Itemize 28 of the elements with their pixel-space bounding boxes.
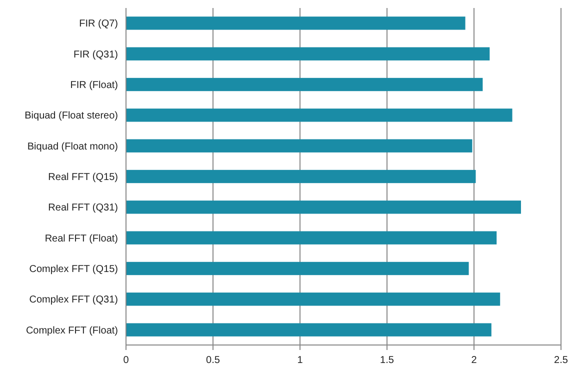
bar xyxy=(126,231,497,244)
bar xyxy=(126,47,490,60)
y-tick-label: Complex FFT (Float) xyxy=(26,325,118,336)
y-tick-label: Biquad (Float mono) xyxy=(27,141,118,152)
bar xyxy=(126,200,521,214)
x-tick-label: 0.5 xyxy=(206,355,220,366)
x-tick-label: 1 xyxy=(297,355,304,366)
y-tick-label: Biquad (Float stereo) xyxy=(24,110,118,122)
y-tick-label: Real FFT (Q15) xyxy=(48,172,118,183)
bar xyxy=(126,323,492,336)
x-tick-label: 1.5 xyxy=(380,355,394,366)
y-tick-label: FIR (Q7) xyxy=(79,18,118,30)
bar xyxy=(126,108,512,122)
bar xyxy=(126,292,500,306)
bar xyxy=(126,170,476,184)
y-tick-label: Real FFT (Float) xyxy=(44,233,118,244)
y-tick-label: FIR (Float) xyxy=(70,80,118,92)
x-tick-label: 2.5 xyxy=(554,355,568,366)
y-tick-label: Complex FFT (Q31) xyxy=(29,294,118,306)
y-tick-label: FIR (Q31) xyxy=(74,49,118,60)
bar xyxy=(126,262,469,276)
bar xyxy=(126,16,466,30)
y-tick-label: Real FFT (Q31) xyxy=(48,202,118,214)
y-tick-label: Complex FFT (Q15) xyxy=(29,264,118,275)
bar xyxy=(126,139,472,152)
x-tick-label: 2 xyxy=(471,355,478,366)
x-tick-label: 0 xyxy=(123,355,130,366)
bar xyxy=(126,78,483,92)
